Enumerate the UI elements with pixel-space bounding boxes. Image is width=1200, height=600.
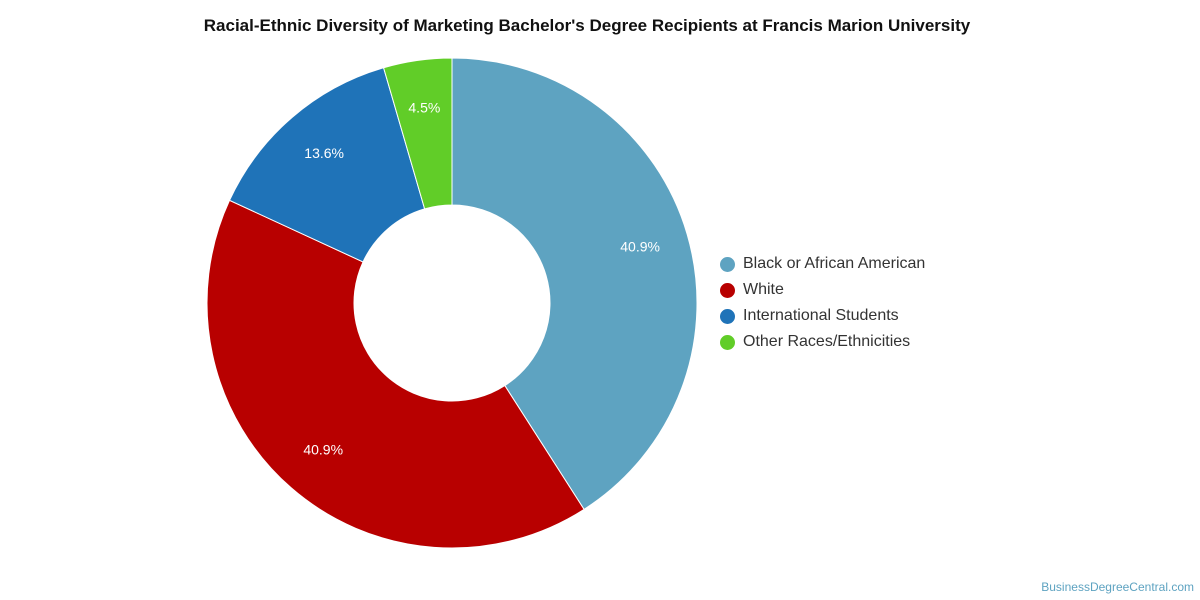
- legend-swatch-black-or-african-american: [720, 256, 735, 272]
- legend-label-international-students: International Students: [743, 307, 899, 324]
- legend-label-other-races-ethnicities: Other Races/Ethnicities: [743, 333, 911, 350]
- slice-label-other-races-ethnicities: 4.5%: [408, 100, 440, 116]
- source-credit[interactable]: BusinessDegreeCentral.com: [1041, 580, 1194, 594]
- legend-label-black-or-african-american: Black or African American: [743, 255, 926, 272]
- slice-label-white: 40.9%: [303, 441, 343, 457]
- legend-swatch-other-races-ethnicities: [720, 334, 735, 350]
- legend-swatch-international-students: [720, 308, 735, 324]
- slice-label-black-or-african-american: 40.9%: [620, 239, 660, 255]
- legend-item-black-or-african-american[interactable]: Black or African American: [720, 254, 925, 274]
- legend-swatch-white: [720, 282, 735, 298]
- slice-label-international-students: 13.6%: [304, 145, 344, 161]
- slice-black-or-african-american[interactable]: [451, 57, 698, 511]
- slice-other-races-ethnicities[interactable]: [382, 57, 453, 210]
- slice-international-students[interactable]: [228, 67, 426, 263]
- slice-white[interactable]: [206, 199, 585, 549]
- legend-item-other-races-ethnicities[interactable]: Other Races/Ethnicities: [720, 332, 925, 352]
- legend-label-white: White: [743, 281, 784, 298]
- legend-item-international-students[interactable]: International Students: [720, 306, 925, 326]
- chart-legend: Black or African American White Internat…: [720, 254, 925, 352]
- chart-title: Racial-Ethnic Diversity of Marketing Bac…: [203, 16, 971, 35]
- legend-item-white[interactable]: White: [720, 280, 925, 300]
